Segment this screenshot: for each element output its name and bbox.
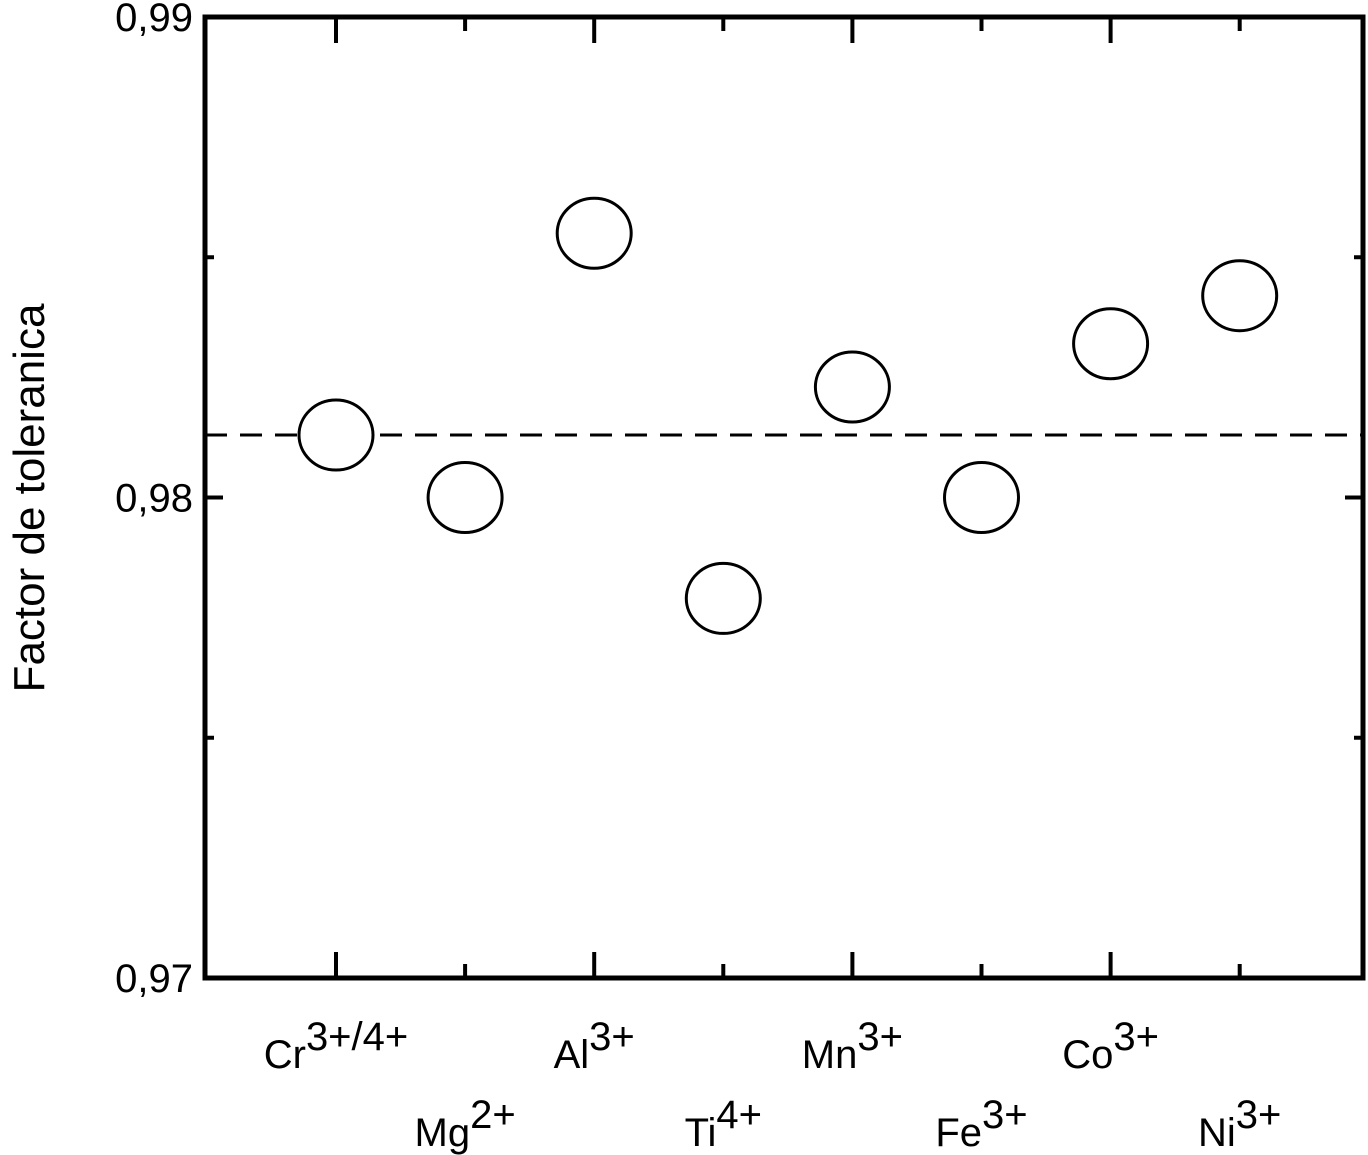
- data-point: [426, 461, 504, 534]
- x-category-label: Al3+: [554, 1015, 635, 1077]
- data-point: [1201, 259, 1279, 333]
- y-tick-label: 0,97: [115, 957, 193, 1001]
- data-point: [297, 398, 375, 472]
- x-category-label: Co3+: [1062, 1015, 1159, 1077]
- y-axis-label: Factor de toleranica: [5, 303, 54, 692]
- data-point: [555, 196, 633, 270]
- data-point: [684, 561, 762, 635]
- y-tick-label: 0,98: [115, 477, 193, 521]
- y-tick-label: 0,99: [115, 0, 193, 40]
- x-category-label: Ni3+: [1198, 1093, 1281, 1155]
- data-point: [1072, 307, 1150, 381]
- data-point: [943, 461, 1020, 534]
- x-category-label: Ti4+: [685, 1093, 762, 1155]
- plot-frame: [202, 14, 1366, 981]
- data-point: [813, 350, 891, 424]
- x-category-label: Mn3+: [802, 1015, 903, 1077]
- x-category-label: Fe3+: [935, 1093, 1027, 1155]
- x-category-label: Mg2+: [415, 1093, 516, 1155]
- x-category-label: Cr3+/4+: [264, 1015, 409, 1077]
